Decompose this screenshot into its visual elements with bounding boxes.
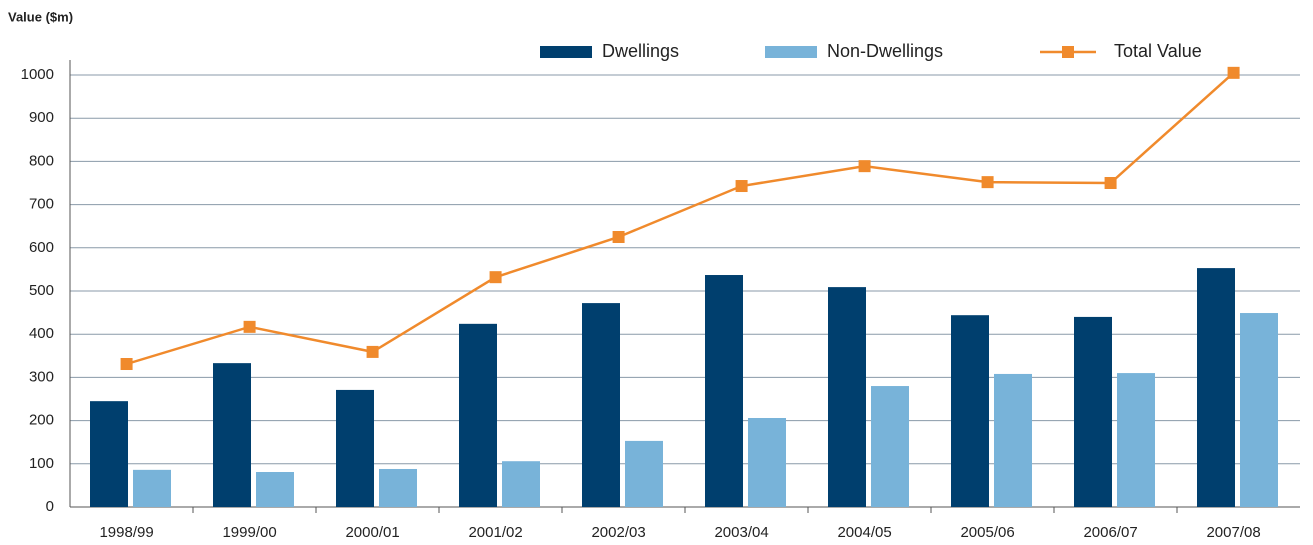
marker (858, 160, 871, 173)
marker (243, 320, 256, 333)
legend-swatch (1062, 46, 1074, 58)
bar (1240, 313, 1278, 507)
y-tick-label: 1000 (21, 66, 54, 83)
bar (336, 389, 374, 507)
bar (625, 440, 663, 507)
legend-label: Non-Dwellings (827, 41, 943, 61)
x-tick-label: 2003/04 (714, 524, 768, 541)
y-axis-label: Value ($m) (8, 9, 73, 24)
x-tick-label: 2007/08 (1206, 524, 1260, 541)
y-tick-label: 300 (29, 368, 54, 385)
y-tick-label: 700 (29, 196, 54, 213)
marker (120, 358, 133, 371)
marker (612, 231, 625, 243)
bar (213, 363, 251, 507)
bar (828, 287, 866, 507)
bar (951, 315, 989, 507)
marker (1227, 66, 1240, 79)
y-tick-label: 200 (29, 412, 54, 429)
bar (379, 468, 417, 507)
marker (366, 345, 379, 358)
bar (90, 401, 128, 507)
bar (994, 373, 1032, 507)
marker (1104, 177, 1117, 189)
bar (459, 323, 497, 507)
legend-swatch (765, 46, 817, 58)
legend-label: Dwellings (602, 41, 679, 61)
x-tick-label: 2004/05 (837, 524, 891, 541)
x-tick-label: 1999/00 (222, 524, 276, 541)
bar (1117, 373, 1155, 507)
x-tick-label: 2000/01 (345, 524, 399, 541)
x-tick-label: 2002/03 (591, 524, 645, 541)
marker (489, 271, 502, 284)
bar (256, 472, 294, 507)
x-tick-label: 2005/06 (960, 524, 1014, 541)
bar (133, 469, 171, 507)
y-tick-label: 600 (29, 239, 54, 256)
bar (1197, 268, 1235, 507)
bar (1074, 316, 1112, 507)
y-tick-label: 0 (46, 498, 54, 515)
x-tick-label: 2001/02 (468, 524, 522, 541)
bar (871, 386, 909, 507)
marker (735, 180, 748, 193)
marker (981, 176, 994, 189)
bar (502, 461, 540, 507)
y-tick-label: 100 (29, 455, 54, 472)
line (126, 71, 1235, 366)
x-tick-label: 2006/07 (1083, 524, 1137, 541)
y-tick-label: 900 (29, 109, 54, 126)
bar (582, 303, 620, 507)
bar (705, 275, 743, 507)
y-tick-label: 400 (29, 325, 54, 342)
legend-label: Total Value (1114, 41, 1202, 61)
x-tick-label: 1998/99 (99, 524, 153, 541)
legend: Dwellings Non-Dwellings Total Value (540, 41, 1202, 61)
y-tick-label: 500 (29, 282, 54, 299)
y-tick-label: 800 (29, 152, 54, 169)
bar (748, 418, 786, 507)
legend-swatch (540, 46, 592, 58)
